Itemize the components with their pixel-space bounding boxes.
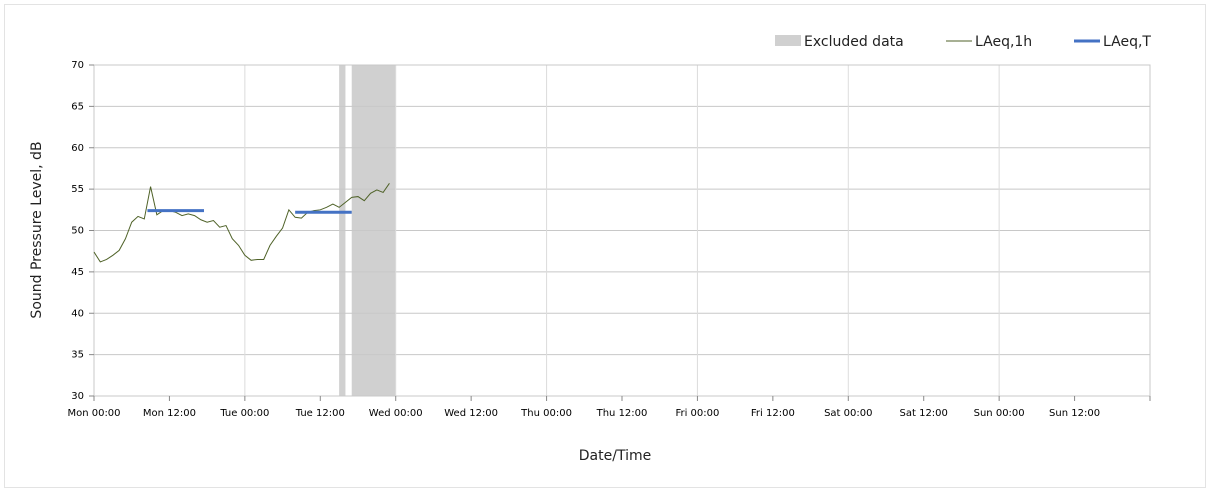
- y-tick-label: 45: [71, 267, 84, 278]
- y-axis-title: Sound Pressure Level, dB: [29, 141, 45, 318]
- x-tick-label: Mon 12:00: [143, 408, 196, 419]
- y-tick-label: 65: [71, 101, 84, 112]
- x-tick-label: Thu 00:00: [520, 408, 572, 419]
- x-axis-title: Date/Time: [579, 448, 651, 464]
- y-tick-label: 70: [71, 60, 84, 71]
- x-tick-label: Wed 12:00: [444, 408, 498, 419]
- x-axis-ticks: Mon 00:00 Mon 12:00 Tue 00:00 Tue 12:00 Wed …: [67, 396, 1151, 419]
- x-tick-label: Sun 12:00: [1049, 408, 1100, 419]
- series-layer: [93, 183, 390, 263]
- x-tick-label: Sat 00:00: [824, 408, 872, 419]
- legend-label-excluded: Excluded data: [804, 34, 904, 50]
- legend-label-laeq1h: LAeq,1h: [975, 34, 1032, 50]
- chart-frame: [4, 4, 1206, 488]
- y-tick-label: 35: [71, 350, 84, 361]
- x-tick-label: Sun 00:00: [974, 408, 1025, 419]
- series-line-laeq1h: [93, 183, 390, 263]
- x-tick-label: Fri 12:00: [751, 408, 795, 419]
- y-tick-label: 30: [71, 391, 84, 402]
- gridlines: [94, 65, 1150, 396]
- x-tick-label: Mon 00:00: [67, 408, 120, 419]
- x-tick-label: Wed 00:00: [369, 408, 423, 419]
- x-tick-label: Sat 12:00: [900, 408, 948, 419]
- legend: Excluded data LAeq,1h LAeq,T: [775, 34, 1151, 50]
- x-tick-label: Thu 12:00: [596, 408, 648, 419]
- x-tick-label: Tue 12:00: [295, 408, 345, 419]
- y-tick-label: 55: [71, 184, 84, 195]
- legend-label-laeqT: LAeq,T: [1103, 34, 1151, 50]
- y-axis-ticks: 30 35 40 45 50 55 60 65 70: [71, 60, 94, 402]
- y-tick-label: 60: [71, 143, 84, 154]
- x-tick-label: Tue 00:00: [219, 408, 269, 419]
- x-tick-label: Fri 00:00: [675, 408, 719, 419]
- y-tick-label: 40: [71, 308, 84, 319]
- legend-swatch-excluded: [775, 35, 801, 46]
- y-tick-label: 50: [71, 226, 84, 237]
